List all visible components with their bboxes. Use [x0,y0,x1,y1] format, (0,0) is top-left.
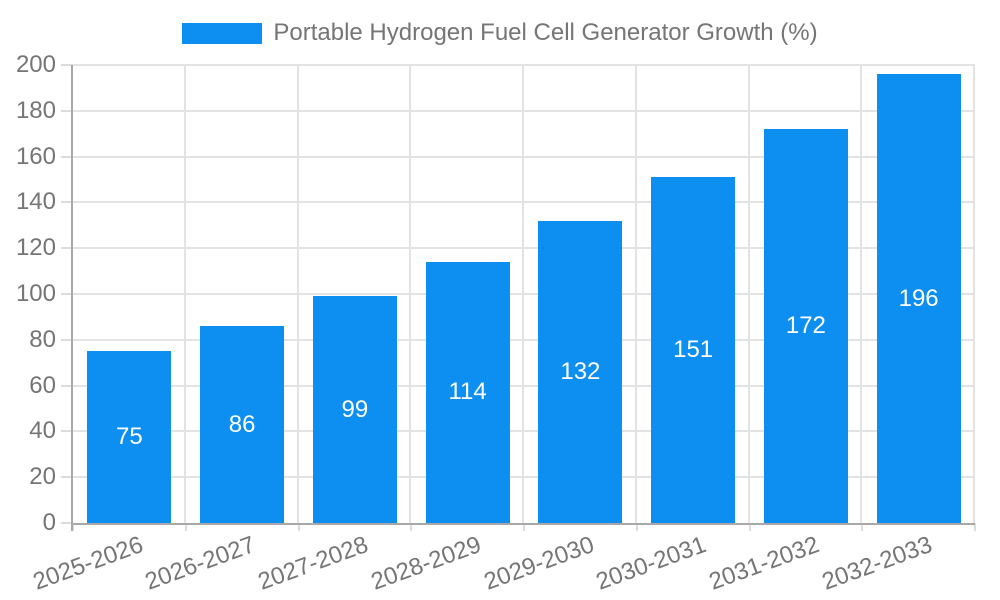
bar-value-label: 99 [341,395,369,423]
y-tickmark [61,522,73,524]
gridline-horizontal [73,384,975,387]
gridline-horizontal [73,155,975,158]
x-tick-label: 2025-2026 [29,531,147,596]
bar-value-label: 132 [560,357,601,385]
x-tickmark [297,523,300,531]
x-tick-label: 2029-2030 [480,531,598,596]
y-tickmark [61,247,73,250]
gridline-horizontal [73,293,975,295]
gridline-horizontal [73,64,975,66]
y-tickmark [61,64,73,66]
x-tickmark [635,523,638,531]
x-tick-label: 2027-2028 [254,531,372,596]
legend[interactable]: Portable Hydrogen Fuel Cell Generator Gr… [0,20,1000,46]
y-tickmark [61,430,73,433]
gridline-vertical [296,65,299,523]
y-tick-label: 100 [15,280,56,307]
y-tick-label: 120 [15,234,56,262]
gridline-horizontal [73,338,975,341]
gridline-horizontal [73,201,975,204]
gridline-vertical [183,65,186,523]
bar [651,177,736,523]
y-tickmark [61,476,73,479]
y-tick-label: 180 [15,96,56,124]
x-tickmark [184,523,187,531]
bar [538,220,623,523]
bar-value-label: 172 [785,312,826,340]
gridline-vertical [747,65,750,523]
bar [200,326,285,523]
legend-label: Portable Hydrogen Fuel Cell Generator Gr… [273,19,818,46]
gridline-vertical [634,65,637,523]
x-tickmark [523,523,525,531]
y-tickmark [61,338,73,341]
y-tick-label: 60 [29,371,56,399]
bar [425,261,510,523]
gridline-vertical [860,65,863,523]
gridline-vertical [409,65,412,523]
bar [87,351,172,523]
y-axis-line [71,65,73,531]
gridline-horizontal [73,430,975,433]
x-tickmark [748,523,751,531]
bar-value-label: 86 [228,410,256,438]
y-tickmark [61,155,73,158]
x-tick-label: 2026-2027 [141,531,260,596]
y-tickmark [61,293,73,295]
x-tick-label: 2031-2032 [705,531,823,596]
gridline-horizontal [73,109,975,112]
y-tick-label: 20 [29,463,56,491]
bar-value-label: 114 [448,378,487,406]
gridline-horizontal [73,247,975,250]
gridline-horizontal [73,476,975,479]
y-tickmark [61,384,73,387]
x-tickmark [410,523,413,531]
legend-swatch [182,22,263,44]
y-tick-label: 160 [15,142,56,170]
bar [763,129,848,523]
y-tick-label: 140 [15,188,56,216]
y-tickmark [61,201,73,204]
y-tick-label: 200 [15,51,56,78]
y-tick-label: 40 [29,417,56,445]
bar-value-label: 75 [116,423,143,451]
bar [876,74,961,523]
x-tick-label: 2028-2029 [367,531,485,596]
bar-value-label: 151 [673,336,714,364]
x-tickmark [974,523,976,531]
gridline-vertical [522,65,524,523]
x-tickmark [72,523,74,531]
gridline-vertical [973,65,975,523]
y-tick-label: 80 [29,325,56,353]
x-axis-line [73,523,975,525]
x-tickmark [861,523,864,531]
x-tick-label: 2032-2033 [818,531,936,596]
x-tick-label: 2030-2031 [592,531,711,596]
y-tick-label: 0 [42,509,56,536]
bar-value-label: 196 [898,284,939,312]
y-tickmark [61,109,73,112]
bar [312,296,397,523]
